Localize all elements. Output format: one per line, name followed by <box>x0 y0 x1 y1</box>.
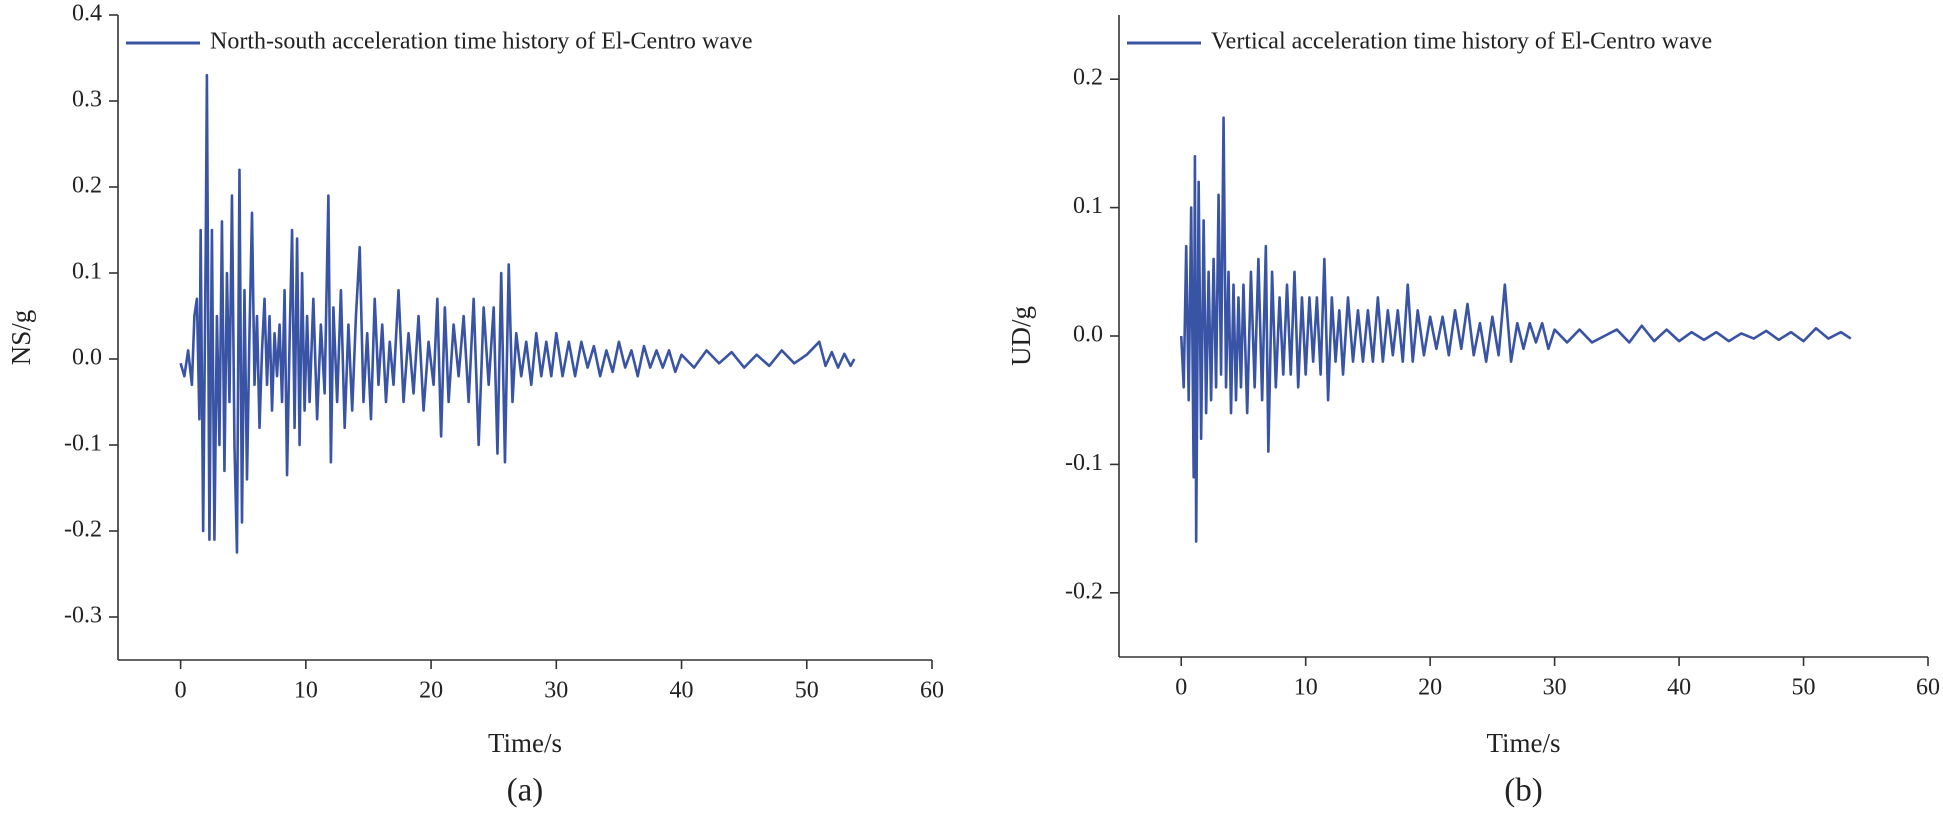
y-tick-label: -0.1 <box>1065 450 1103 476</box>
y-tick-label: 0.4 <box>72 1 102 27</box>
x-tick-label: 20 <box>419 678 443 704</box>
x-tick-label: 10 <box>294 678 318 704</box>
y-tick-label: 0.1 <box>1073 193 1103 219</box>
y-axis-label: UD/g <box>1006 306 1036 366</box>
y-tick-label: -0.3 <box>64 603 102 629</box>
data-line <box>179 73 856 554</box>
x-tick-label: 0 <box>175 678 187 704</box>
y-tick-label: -0.1 <box>64 431 102 457</box>
y-tick-label: 0.1 <box>72 259 102 285</box>
x-axis-label: Time/s <box>488 728 562 758</box>
caption: (b) <box>1504 773 1542 809</box>
y-tick-label: 0.3 <box>72 87 102 113</box>
x-tick-label: 60 <box>1916 675 1940 701</box>
caption: (a) <box>507 773 544 809</box>
legend-label: Vertical acceleration time history of El… <box>1211 29 1712 55</box>
x-tick-label: 30 <box>544 678 568 704</box>
x-tick-label: 60 <box>920 678 944 704</box>
y-tick-label: 0.2 <box>72 173 102 199</box>
y-axis-label: NS/g <box>6 310 36 366</box>
x-axis-label: Time/s <box>1486 728 1560 758</box>
x-tick-label: 10 <box>1294 675 1318 701</box>
x-tick-label: 30 <box>1543 675 1567 701</box>
x-tick-label: 0 <box>1175 675 1187 701</box>
y-tick-label: 0.0 <box>1073 322 1103 348</box>
x-tick-label: 40 <box>670 678 694 704</box>
y-tick-label: -0.2 <box>1065 578 1103 604</box>
x-tick-label: 40 <box>1667 675 1691 701</box>
y-tick-label: -0.2 <box>64 517 102 543</box>
y-tick-label: 0.2 <box>1073 65 1103 91</box>
x-tick-label: 50 <box>1792 675 1816 701</box>
x-tick-label: 20 <box>1418 675 1442 701</box>
data-line <box>1179 116 1852 543</box>
x-tick-label: 50 <box>795 678 819 704</box>
y-tick-label: 0.0 <box>72 345 102 371</box>
legend-label: North-south acceleration time history of… <box>210 29 753 55</box>
